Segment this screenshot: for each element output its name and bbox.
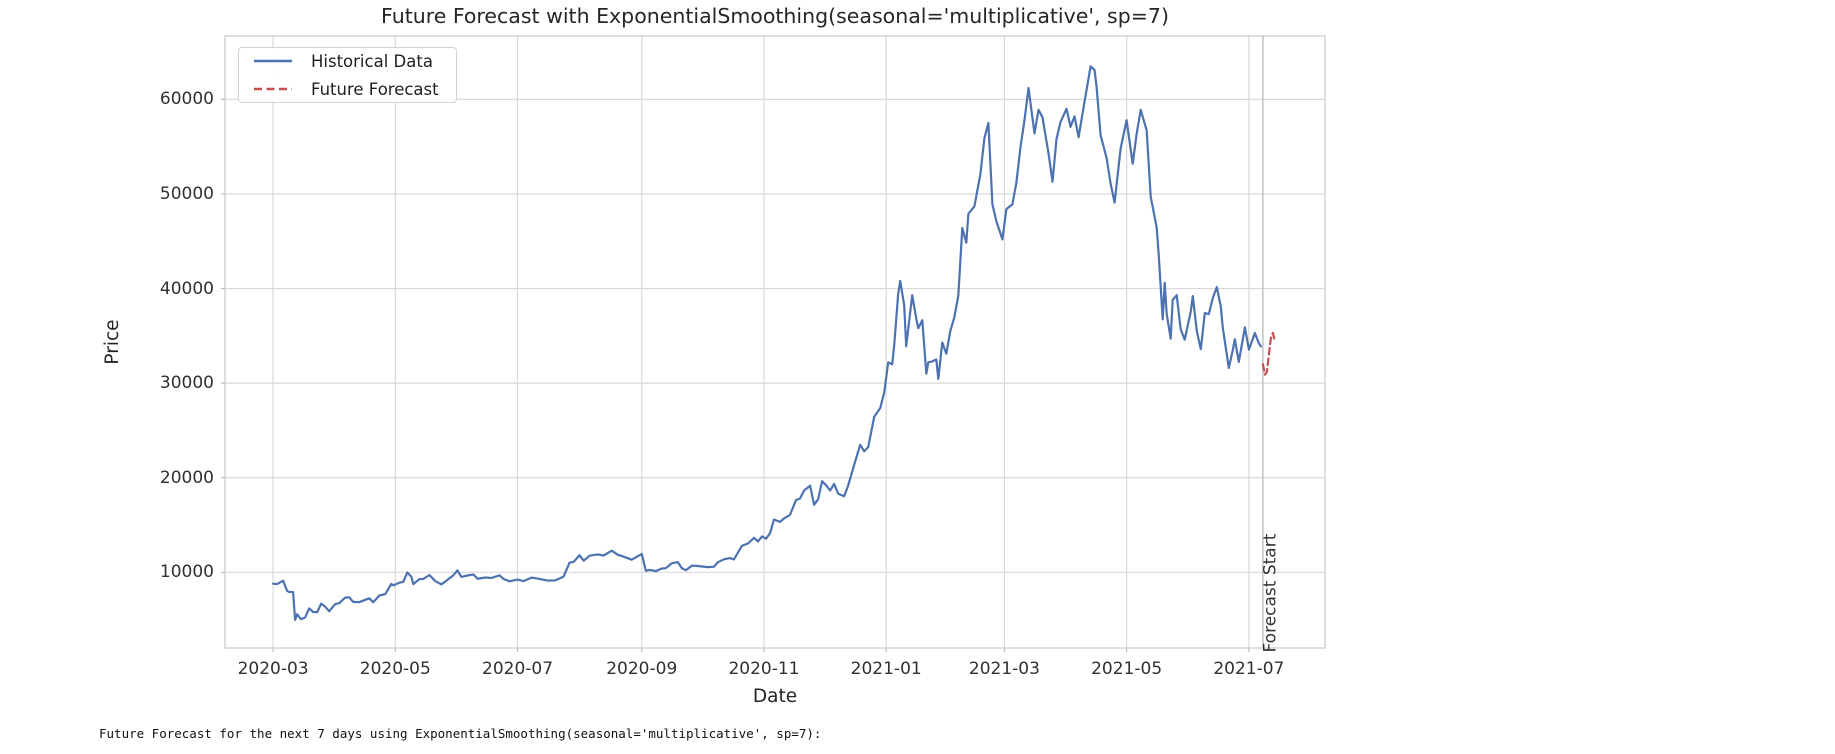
y-tick-label: 30000: [159, 373, 214, 394]
x-tick-label: 2021-05: [1091, 659, 1163, 679]
forecast-dashed-line-sample-icon: [254, 87, 292, 91]
legend-label-forecast: Future Forecast: [311, 79, 439, 99]
y-tick-label: 10000: [159, 562, 214, 583]
y-tick-label: 20000: [159, 467, 214, 488]
x-axis-label: Date: [752, 686, 798, 707]
x-tick-label: 2020-11: [728, 659, 800, 679]
historical-line-sample-icon: [254, 59, 292, 63]
x-tick-label: 2020-03: [237, 659, 309, 679]
y-axis-label: Price: [102, 319, 123, 365]
x-tick-label: 2020-09: [606, 659, 678, 679]
x-tick-label: 2020-05: [359, 659, 431, 679]
y-tick-label: 50000: [159, 183, 214, 204]
legend-row-forecast: Future Forecast: [239, 77, 456, 101]
forecast-start-label: Forecast Start: [1260, 533, 1281, 653]
legend: Historical Data Future Forecast: [238, 47, 457, 103]
console-output: Future Forecast for the next 7 days usin…: [99, 726, 822, 741]
y-tick-label: 60000: [159, 89, 214, 110]
series-line-1: [1261, 331, 1277, 376]
x-tick-label: 2021-03: [968, 659, 1040, 679]
x-tick-label: 2021-01: [850, 659, 922, 679]
y-tick-label: 40000: [159, 278, 214, 299]
x-tick-label: 2020-07: [482, 659, 554, 679]
chart-title: Future Forecast with ExponentialSmoothin…: [381, 4, 1169, 28]
x-tick-label: 2021-07: [1213, 659, 1285, 679]
series-line-0: [272, 65, 1263, 622]
legend-row-historical: Historical Data: [239, 49, 456, 73]
legend-label-historical: Historical Data: [311, 51, 433, 71]
